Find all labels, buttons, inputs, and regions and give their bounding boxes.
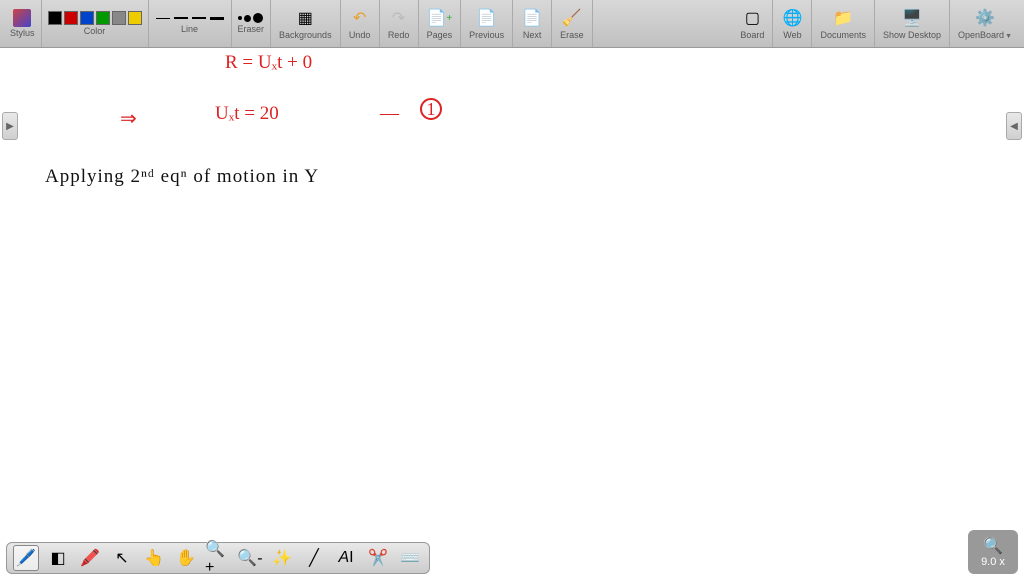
zoom-value: 9.0 x xyxy=(981,556,1005,568)
redo-icon: ↷ xyxy=(388,7,410,29)
top-toolbar: Stylus Color Line Eraser ▦ Back xyxy=(0,0,1024,48)
stylus-group[interactable]: Stylus xyxy=(4,0,42,47)
line-thin[interactable] xyxy=(155,13,171,23)
handwriting-line2b: Uₓt = 20 xyxy=(215,103,279,125)
openboard-button[interactable]: ⚙️ OpenBoard▼ xyxy=(950,0,1020,47)
pointer-tool[interactable]: ↖ xyxy=(109,545,135,571)
color-group[interactable]: Color xyxy=(42,0,149,47)
erase-icon: 🧹 xyxy=(561,7,583,29)
pages-icon: 📄+ xyxy=(428,7,450,29)
stylus-icon xyxy=(13,9,31,27)
showdesktop-button[interactable]: 🖥️ Show Desktop xyxy=(875,0,950,47)
board-button[interactable]: ▢ Board xyxy=(732,0,773,47)
line-thick[interactable] xyxy=(209,13,225,23)
zoom-out-tool[interactable]: 🔍- xyxy=(237,545,263,571)
undo-label: Undo xyxy=(349,30,371,40)
select-tool[interactable]: 👆 xyxy=(141,545,167,571)
color-label: Color xyxy=(84,26,106,36)
color-gray[interactable] xyxy=(112,11,126,25)
eraser-tool[interactable]: ◧ xyxy=(45,545,71,571)
color-red[interactable] xyxy=(64,11,78,25)
color-green[interactable] xyxy=(96,11,110,25)
handwriting-circled-1: 1 xyxy=(420,98,442,120)
backgrounds-label: Backgrounds xyxy=(279,30,332,40)
redo-button[interactable]: ↷ Redo xyxy=(380,0,419,47)
eraser-sizes xyxy=(238,13,263,23)
handwriting-arrow: ⇒ xyxy=(120,106,137,131)
canvas-area[interactable]: ▶ ◀ R = Uₓt + 0 ⇒ Uₓt = 20 — 1 Applying … xyxy=(0,48,1024,540)
text-tool[interactable]: AI xyxy=(333,545,359,571)
next-icon: 📄 xyxy=(521,7,543,29)
showdesktop-label: Show Desktop xyxy=(883,30,941,40)
eraser-med[interactable] xyxy=(244,15,251,22)
previous-label: Previous xyxy=(469,30,504,40)
board-label: Board xyxy=(740,30,764,40)
capture-tool[interactable]: ✂️ xyxy=(365,545,391,571)
backgrounds-button[interactable]: ▦ Backgrounds xyxy=(271,0,341,47)
documents-icon: 📁 xyxy=(832,7,854,29)
color-swatches xyxy=(48,11,142,25)
eraser-label: Eraser xyxy=(238,24,265,34)
web-label: Web xyxy=(783,30,801,40)
pages-button[interactable]: 📄+ Pages xyxy=(419,0,462,47)
line-med[interactable] xyxy=(173,13,189,23)
zoom-in-tool[interactable]: 🔍+ xyxy=(205,545,231,571)
keyboard-tool[interactable]: ⌨️ xyxy=(397,545,423,571)
handwriting-line1: R = Uₓt + 0 xyxy=(225,52,312,74)
line-label: Line xyxy=(181,24,198,34)
magnifier-icon: 🔍 xyxy=(983,536,1003,556)
previous-icon: 📄 xyxy=(476,7,498,29)
line-samples xyxy=(155,13,225,23)
board-icon: ▢ xyxy=(741,7,763,29)
openboard-label: OpenBoard▼ xyxy=(958,30,1012,40)
next-button[interactable]: 📄 Next xyxy=(513,0,552,47)
eraser-large[interactable] xyxy=(253,13,263,23)
handwriting-dash: — xyxy=(380,103,399,125)
pen-tool[interactable]: 🖊️ xyxy=(13,545,39,571)
web-button[interactable]: 🌐 Web xyxy=(773,0,812,47)
previous-button[interactable]: 📄 Previous xyxy=(461,0,513,47)
right-panel-tab[interactable]: ◀ xyxy=(1006,112,1022,140)
chevron-down-icon: ▼ xyxy=(1005,33,1012,40)
hand-tool[interactable]: ✋ xyxy=(173,545,199,571)
line-tool[interactable]: ╱ xyxy=(301,545,327,571)
redo-label: Redo xyxy=(388,30,410,40)
circled-number: 1 xyxy=(420,98,442,120)
undo-button[interactable]: ↶ Undo xyxy=(341,0,380,47)
undo-icon: ↶ xyxy=(349,7,371,29)
backgrounds-icon: ▦ xyxy=(294,7,316,29)
zoom-indicator[interactable]: 🔍 9.0 x xyxy=(968,530,1018,574)
left-panel-tab[interactable]: ▶ xyxy=(2,112,18,140)
laser-tool[interactable]: ✨ xyxy=(269,545,295,571)
eraser-group[interactable]: Eraser xyxy=(232,0,272,47)
highlighter-tool[interactable]: 🖍️ xyxy=(77,545,103,571)
openboard-icon: ⚙️ xyxy=(974,7,996,29)
handwriting-line3: Applying 2ⁿᵈ eqⁿ of motion in Y xyxy=(45,166,319,188)
line-group[interactable]: Line xyxy=(149,0,232,47)
color-yellow[interactable] xyxy=(128,11,142,25)
color-black[interactable] xyxy=(48,11,62,25)
next-label: Next xyxy=(523,30,542,40)
pages-label: Pages xyxy=(427,30,453,40)
stylus-label: Stylus xyxy=(10,28,35,38)
showdesktop-icon: 🖥️ xyxy=(901,7,923,29)
erase-button[interactable]: 🧹 Erase xyxy=(552,0,593,47)
documents-button[interactable]: 📁 Documents xyxy=(812,0,875,47)
line-med2[interactable] xyxy=(191,13,207,23)
bottom-toolbar: 🖊️ ◧ 🖍️ ↖ 👆 ✋ 🔍+ 🔍- ✨ ╱ AI ✂️ ⌨️ xyxy=(6,542,430,574)
eraser-small[interactable] xyxy=(238,16,242,20)
web-icon: 🌐 xyxy=(781,7,803,29)
color-blue[interactable] xyxy=(80,11,94,25)
documents-label: Documents xyxy=(820,30,866,40)
erase-label: Erase xyxy=(560,30,584,40)
